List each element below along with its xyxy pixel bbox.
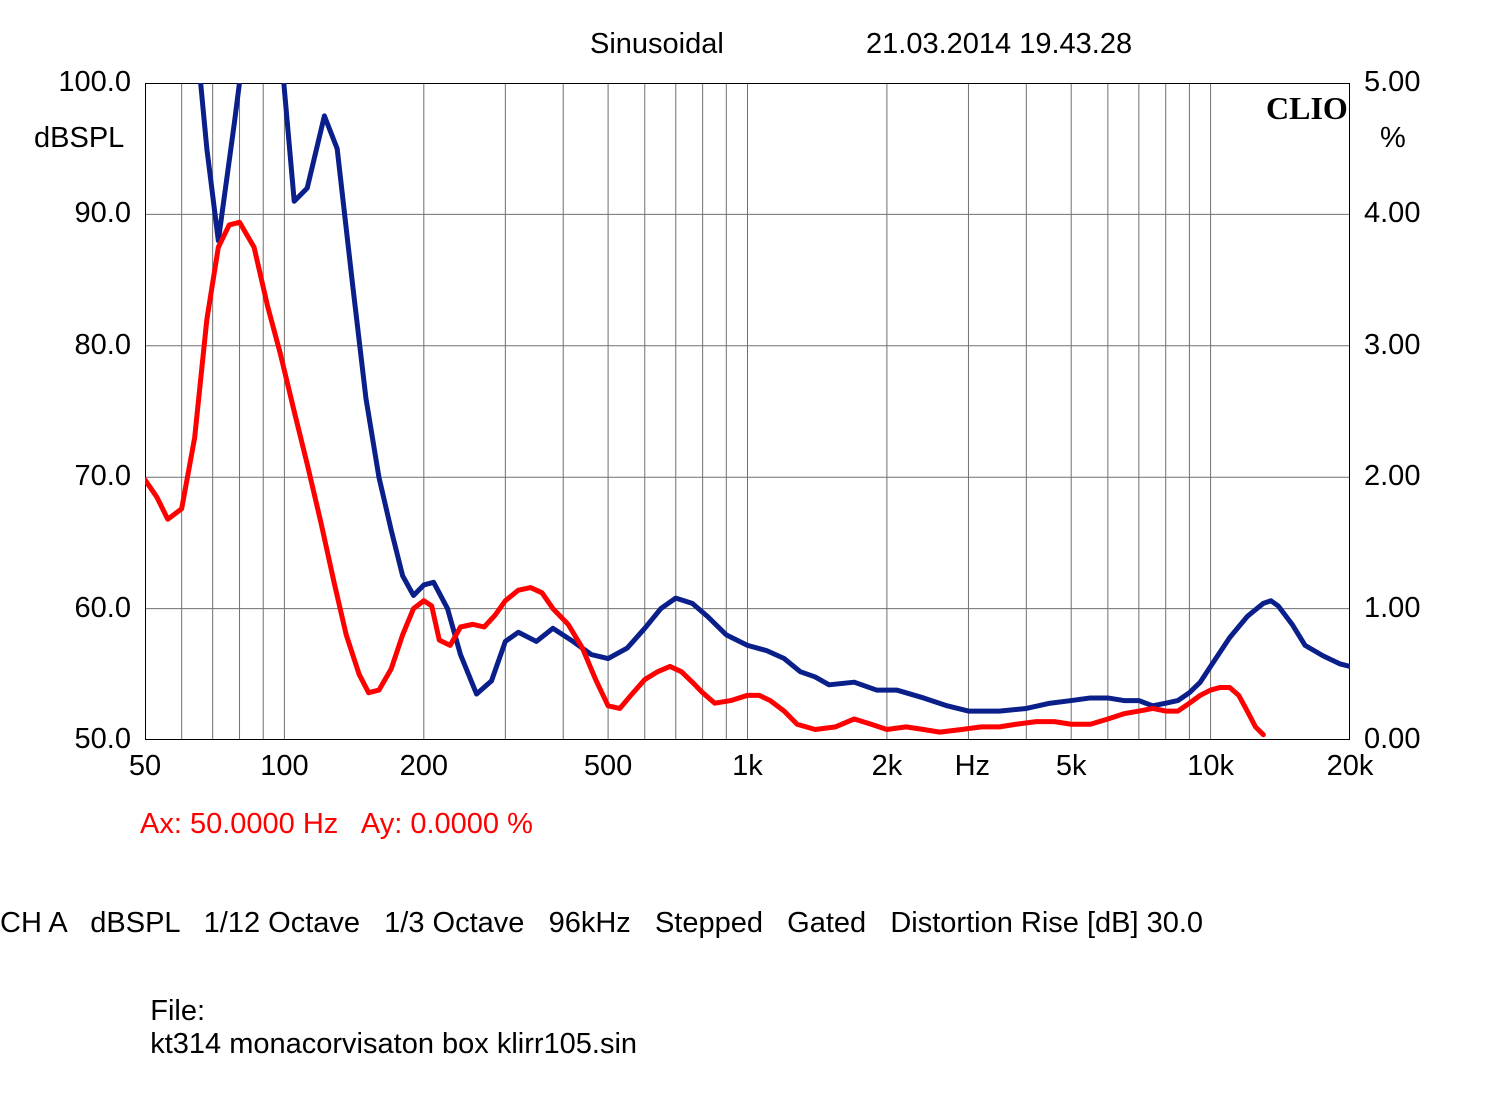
cursor-readout: Ax: 50.0000 Hz Ay: 0.0000 %: [140, 808, 533, 841]
footer-file-value: kt314 monacorvisaton box klirr105.sin: [150, 1028, 637, 1060]
tick-label: 50.0: [75, 723, 131, 756]
tick-label: 2.00: [1364, 460, 1420, 493]
cursor-ay-label: Ay:: [361, 808, 402, 840]
footer-settings-line: CH A dBSPL 1/12 Octave 1/3 Octave 96kHz …: [0, 907, 1203, 940]
x-unit-label: Hz: [955, 750, 990, 783]
cursor-ax-label: Ax:: [140, 808, 182, 840]
tick-label: 80.0: [75, 329, 131, 362]
chart-plot: [145, 83, 1350, 740]
tick-label: 100.0: [58, 66, 131, 99]
tick-label: 1.00: [1364, 592, 1420, 625]
footer-file-label: File:: [150, 995, 205, 1027]
tick-label: 50: [129, 750, 161, 783]
footer-file-line: File: kt314 monacorvisaton box klirr105.…: [118, 962, 637, 1094]
tick-label: 2k: [872, 750, 903, 783]
tick-label: 1k: [732, 750, 763, 783]
tick-label: 500: [584, 750, 632, 783]
cursor-ax-value: 50.0000 Hz: [190, 808, 338, 840]
tick-label: 3.00: [1364, 329, 1420, 362]
tick-label: 5.00: [1364, 66, 1420, 99]
tick-label: 100: [260, 750, 308, 783]
tick-label: 4.00: [1364, 197, 1420, 230]
tick-label: 5k: [1056, 750, 1087, 783]
y-left-unit-label: dBSPL: [34, 122, 124, 155]
cursor-ay-value: 0.0000 %: [410, 808, 533, 840]
measurement-chart-page: Sinusoidal 21.03.2014 19.43.28 dBSPL % C…: [0, 0, 1500, 1074]
tick-label: 10k: [1187, 750, 1234, 783]
tick-label: 200: [400, 750, 448, 783]
tick-label: 90.0: [75, 197, 131, 230]
y-right-unit-label: %: [1380, 122, 1406, 155]
tick-label: 20k: [1327, 750, 1374, 783]
tick-label: 70.0: [75, 460, 131, 493]
chart-timestamp: 21.03.2014 19.43.28: [866, 28, 1132, 61]
tick-label: 60.0: [75, 592, 131, 625]
chart-title: Sinusoidal: [590, 28, 724, 61]
